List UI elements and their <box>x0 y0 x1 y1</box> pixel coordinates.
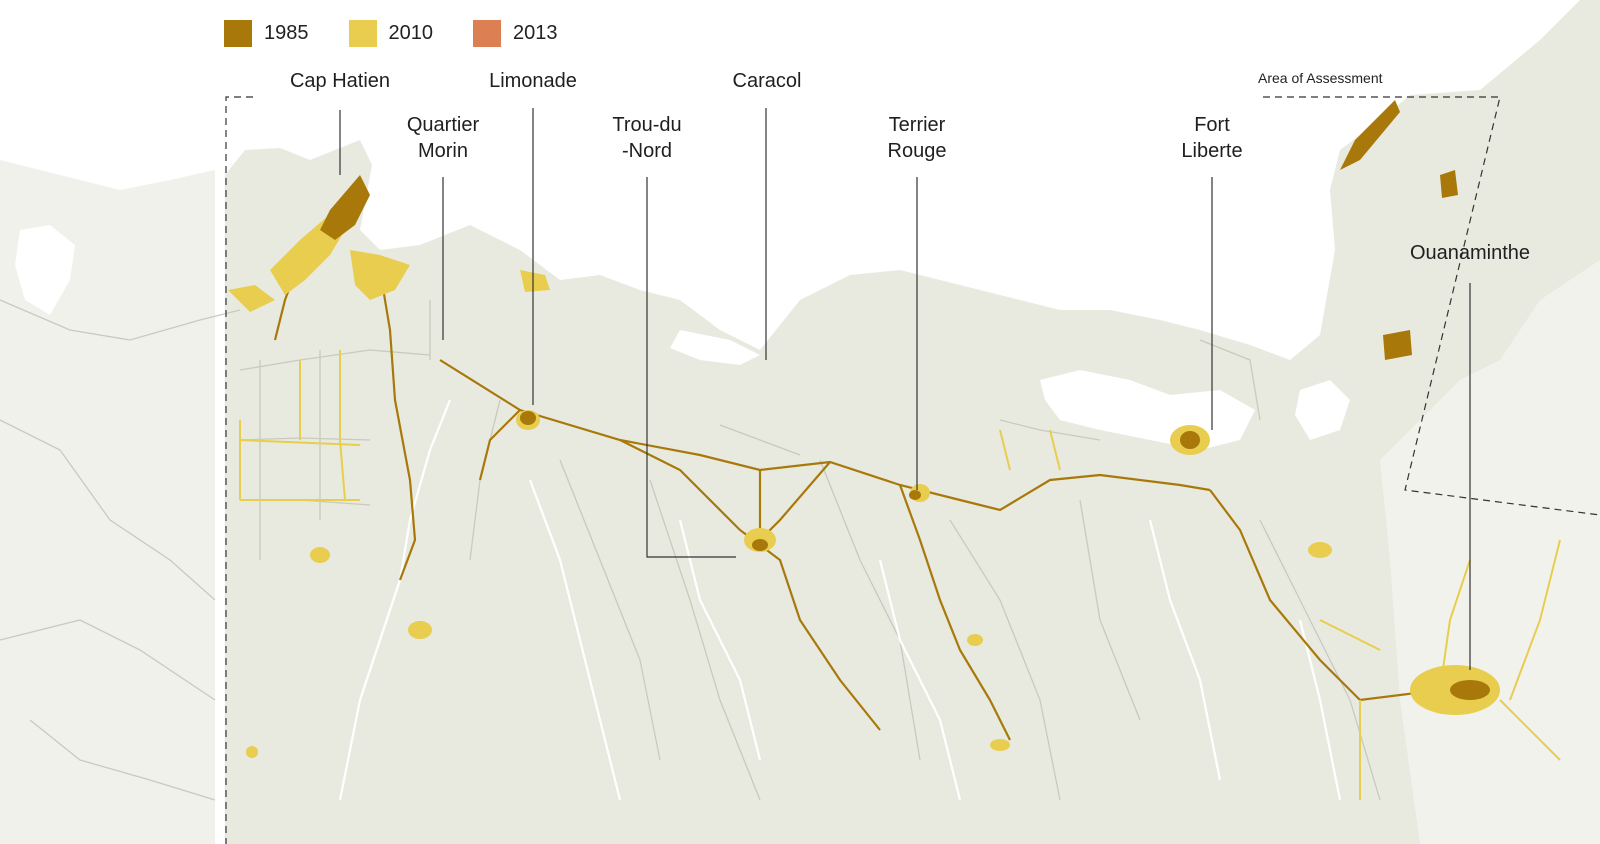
city-label-trou-du-nord: Trou-du -Nord <box>612 114 682 162</box>
city-label-fort-liberte: Fort Liberte <box>1181 114 1243 162</box>
urban-1985 <box>320 100 1490 700</box>
legend-label-2013: 2013 <box>513 22 558 44</box>
leader-lines <box>339 108 1471 670</box>
legend-item-1985: 1985 <box>224 20 309 47</box>
legend-swatch-2010 <box>348 20 377 47</box>
city-label-limonade: Limonade <box>489 70 577 92</box>
city-label-terrier-rouge: Terrier Rouge <box>887 114 947 162</box>
area-of-assessment-label: Area of Assessment <box>1258 70 1383 86</box>
leader-trou-du-nord <box>646 177 736 558</box>
city-label-ouanaminthe: Ouanaminthe <box>1409 242 1531 264</box>
city-label-cap-hatien: Cap Hatien <box>289 70 391 92</box>
legend-label-2010: 2010 <box>388 22 434 44</box>
legend-item-2013: 2013 <box>473 20 558 47</box>
land-main <box>225 0 1600 844</box>
sea-bay-east <box>1295 380 1350 440</box>
legend-label-1985: 1985 <box>264 22 309 44</box>
sea-lagoon-west <box>15 225 75 315</box>
urban-roads-1985 <box>273 219 1441 741</box>
area-of-assessment-outline <box>225 96 1600 844</box>
sea-inlet-caracol <box>670 330 760 365</box>
legend-swatch-1985 <box>224 20 252 47</box>
legend-swatch-2013 <box>473 20 501 47</box>
legend: 1985 2010 2013 <box>224 20 558 47</box>
city-label-quartier-morin: Quartier Morin <box>406 114 480 162</box>
legend-item-2010: 2010 <box>348 20 434 47</box>
urban-2010-roads <box>239 350 1561 800</box>
road-network <box>0 299 1381 801</box>
city-label-caracol: Caracol <box>732 70 802 92</box>
